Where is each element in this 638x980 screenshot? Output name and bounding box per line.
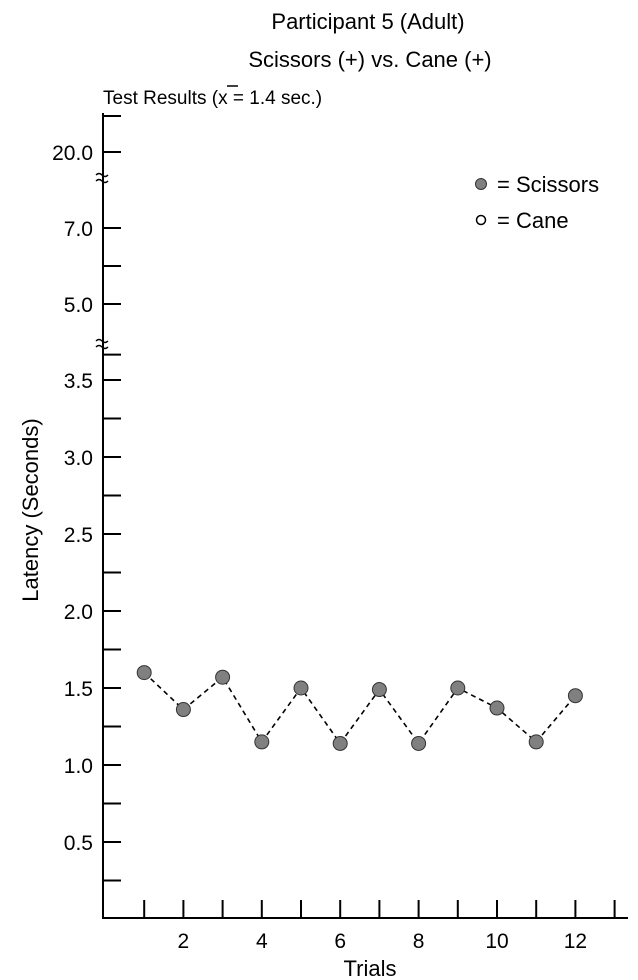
legend-label-scissors: = Scissors — [497, 172, 599, 197]
series-layer — [136, 665, 583, 751]
legend: = Scissors = Cane — [475, 172, 599, 233]
data-point-scissors — [332, 735, 348, 751]
x-tick-label: 6 — [334, 930, 346, 953]
axis-break-mark — [95, 178, 109, 184]
data-point-scissors — [175, 702, 191, 718]
series-line-scissors — [143, 672, 577, 745]
y-tick-label: 3.5 — [64, 370, 93, 393]
x-axis-label: Trials — [344, 956, 397, 980]
x-tick-label: 12 — [564, 930, 587, 953]
y-tick-label: 2.0 — [64, 601, 93, 624]
chart-title-line2: Scissors (+) vs. Cane (+) — [248, 47, 491, 72]
legend-marker-scissors — [475, 178, 487, 190]
subtitle-prefix: Test Results ( — [103, 88, 219, 109]
data-point-scissors — [371, 682, 387, 698]
y-tick-label: 5.0 — [64, 294, 93, 317]
data-point-scissors — [489, 700, 505, 716]
y-tick-label: 7.0 — [64, 218, 93, 241]
legend-marker-cane — [475, 214, 487, 226]
legend-label-cane: = Cane — [497, 208, 569, 233]
data-point-scissors — [136, 665, 152, 681]
data-point-scissors — [450, 680, 466, 696]
chart-subtitle: Test Results (x = 1.4 sec.) — [103, 88, 322, 109]
data-point-scissors — [528, 734, 544, 750]
y-tick-label: 3.0 — [64, 447, 93, 470]
subtitle-suffix: = 1.4 sec.) — [228, 88, 323, 109]
y-tick-label: 1.5 — [64, 678, 93, 701]
y-tick-label: 1.0 — [64, 755, 93, 778]
axis-break-group — [95, 172, 109, 350]
x-tick-label: 8 — [413, 930, 425, 953]
data-point-scissors — [411, 735, 427, 751]
y-tick-group: 0.5 1.0 1.5 2.0 2.5 3.0 3.5 5.0 7.0 20.0 — [52, 115, 121, 882]
x-tick-label: 10 — [485, 930, 508, 953]
data-point-scissors — [567, 688, 583, 704]
y-tick-label: 0.5 — [64, 832, 93, 855]
x-tick-label: 2 — [178, 930, 190, 953]
x-tick-group: 2 4 6 8 10 12 — [143, 900, 616, 953]
subtitle-mean-symbol: x — [218, 88, 228, 109]
data-point-scissors — [293, 680, 309, 696]
y-axis-label: Latency (Seconds) — [18, 418, 43, 601]
chart-title-line1: Participant 5 (Adult) — [271, 9, 464, 34]
axis-break-mark — [95, 172, 109, 178]
data-point-scissors — [215, 669, 231, 685]
x-tick-label: 4 — [256, 930, 268, 953]
y-tick-label: 20.0 — [52, 142, 93, 165]
y-tick-label: 2.5 — [64, 524, 93, 547]
axis-break-mark — [95, 338, 109, 344]
data-point-scissors — [254, 734, 270, 750]
axis-break-mark — [95, 344, 109, 350]
